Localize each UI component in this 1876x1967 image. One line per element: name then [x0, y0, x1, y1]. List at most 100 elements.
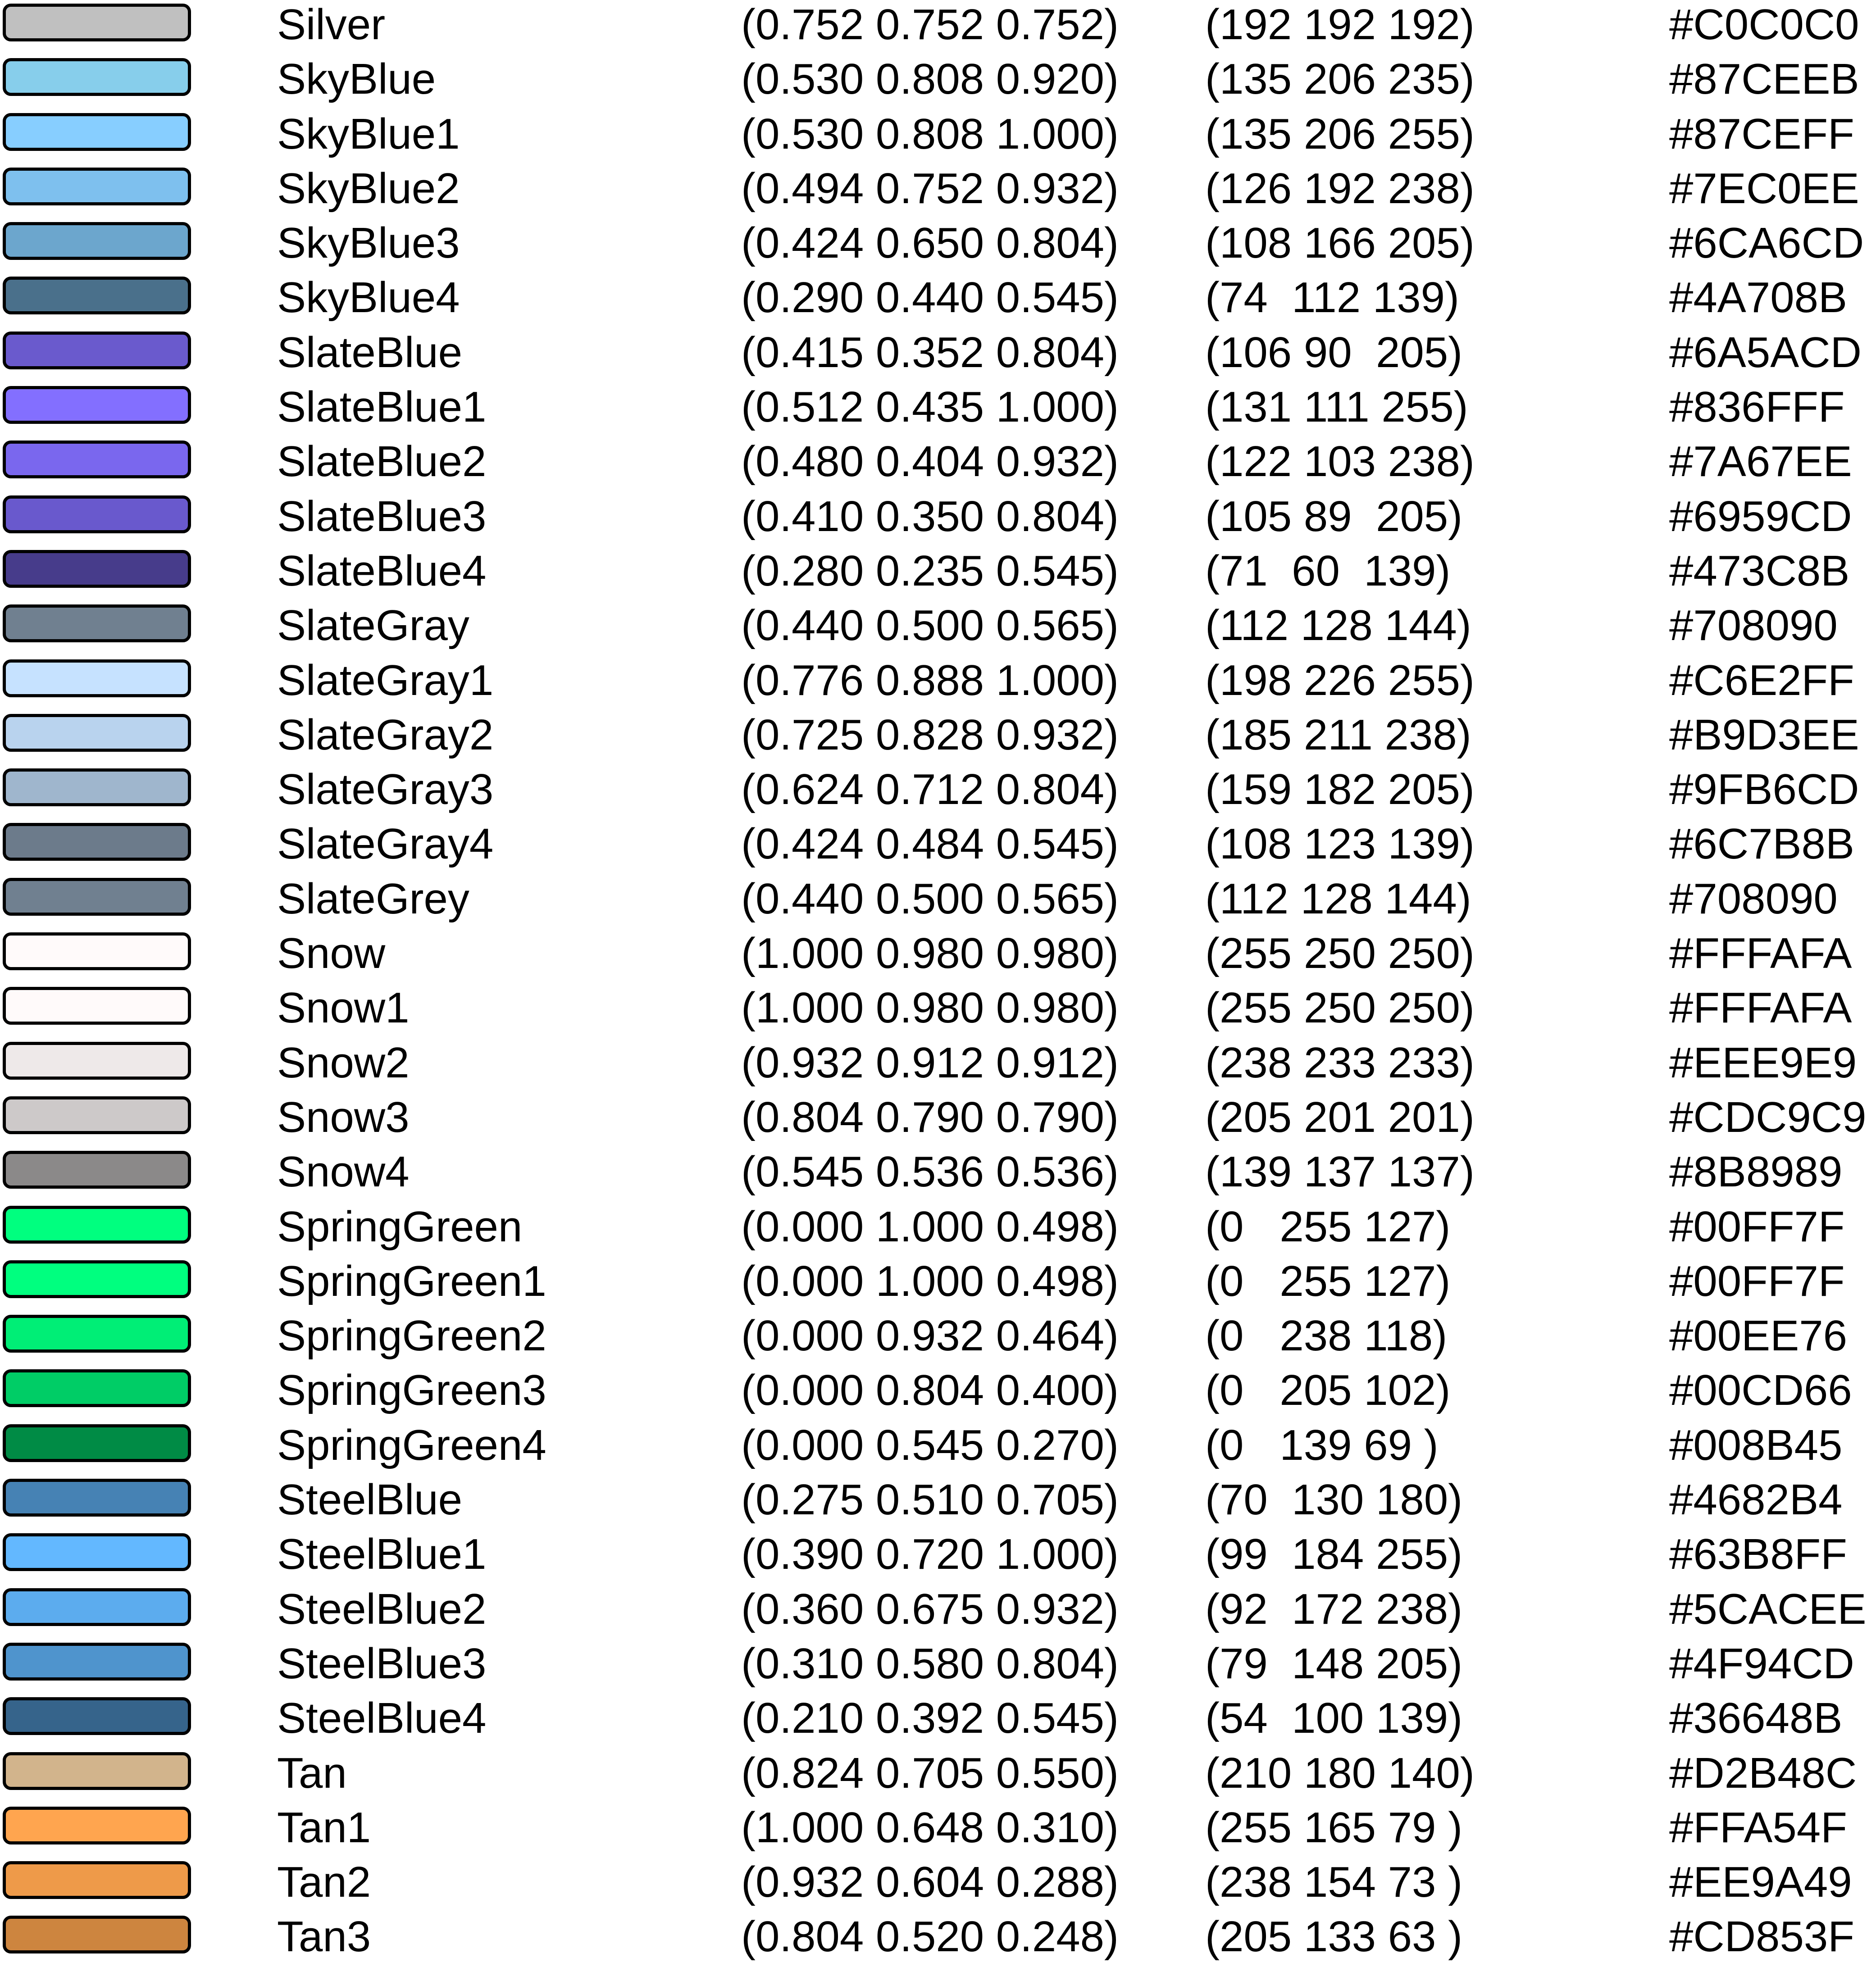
- color-row: SlateBlue2 (0.480 0.404 0.932) (122 103 23…: [0, 437, 1876, 491]
- color-hex-code: #836FFF: [1669, 383, 1845, 432]
- color-hex-code: #4682B4: [1669, 1476, 1843, 1524]
- color-row: SpringGreen3 (0.000 0.804 0.400) (0 205 10…: [0, 1366, 1876, 1420]
- color-row: Snow1 (1.000 0.980 0.980) (255 250 250) #FF…: [0, 983, 1876, 1038]
- color-swatch: [3, 441, 191, 479]
- color-hex-code: #C0C0C0: [1669, 0, 1859, 49]
- color-rgb-value: (255 250 250): [1205, 984, 1475, 1032]
- color-fraction-value: (0.725 0.828 0.932): [741, 710, 1119, 759]
- color-hex-code: #708090: [1669, 874, 1838, 923]
- color-row: SkyBlue3 (0.424 0.650 0.804) (108 166 205)…: [0, 218, 1876, 273]
- color-rgb-value: (255 250 250): [1205, 929, 1475, 978]
- color-rgb-value: (238 233 233): [1205, 1038, 1475, 1087]
- color-rgb-value: (126 192 238): [1205, 164, 1475, 213]
- color-fraction-value: (0.530 0.808 1.000): [741, 109, 1119, 158]
- color-hex-code: #C6E2FF: [1669, 656, 1854, 704]
- color-swatch: [3, 113, 191, 151]
- color-hex-code: #00EE76: [1669, 1312, 1848, 1360]
- color-hex-code: #CD853F: [1669, 1912, 1854, 1961]
- color-name: Snow2: [277, 1038, 410, 1087]
- color-fraction-value: (0.424 0.650 0.804): [741, 219, 1119, 268]
- color-rgb-value: (205 201 201): [1205, 1093, 1475, 1141]
- color-swatch: [3, 4, 191, 41]
- color-swatch: [3, 1642, 191, 1681]
- color-hex-code: #7EC0EE: [1669, 164, 1859, 213]
- color-row: Snow2 (0.932 0.912 0.912) (238 233 233) #EE…: [0, 1038, 1876, 1093]
- color-swatch: [3, 1533, 191, 1572]
- color-swatch: [3, 1806, 191, 1844]
- color-row: SlateBlue1 (0.512 0.435 1.000) (131 111 25…: [0, 382, 1876, 437]
- color-fraction-value: (0.480 0.404 0.932): [741, 437, 1119, 486]
- color-rgb-value: (92 172 238): [1205, 1585, 1463, 1633]
- color-rgb-value: (74 112 139): [1205, 273, 1459, 322]
- color-fraction-value: (0.280 0.235 0.545): [741, 546, 1119, 595]
- color-rgb-value: (238 154 73 ): [1205, 1858, 1463, 1907]
- color-name: SlateBlue4: [277, 546, 487, 595]
- color-fraction-value: (0.440 0.500 0.565): [741, 874, 1119, 923]
- color-swatch: [3, 1096, 191, 1134]
- color-swatch: [3, 768, 191, 807]
- color-row: SteelBlue (0.275 0.510 0.705) (70 130 180)…: [0, 1475, 1876, 1530]
- color-rgb-value: (112 128 144): [1205, 874, 1471, 923]
- color-rgb-value: (0 238 118): [1205, 1312, 1448, 1360]
- color-row: Tan2 (0.932 0.604 0.288) (238 154 73 ) #EE9…: [0, 1858, 1876, 1912]
- color-rgb-value: (108 166 205): [1205, 219, 1475, 268]
- color-name: SlateBlue2: [277, 437, 487, 486]
- color-hex-code: #FFFAFA: [1669, 929, 1852, 978]
- color-name: SkyBlue4: [277, 273, 460, 322]
- color-swatch: [3, 331, 191, 369]
- color-hex-code: #4F94CD: [1669, 1639, 1854, 1688]
- color-name: SlateGray: [277, 601, 469, 650]
- color-name: SlateGray4: [277, 820, 494, 868]
- color-name: SlateBlue: [277, 328, 462, 377]
- color-hex-code: #00FF7F: [1669, 1202, 1845, 1251]
- color-name: SlateBlue3: [277, 492, 487, 541]
- color-hex-code: #8B8989: [1669, 1148, 1843, 1196]
- color-fraction-value: (0.752 0.752 0.752): [741, 0, 1119, 49]
- color-rgb-value: (70 130 180): [1205, 1476, 1463, 1524]
- color-fraction-value: (0.275 0.510 0.705): [741, 1476, 1119, 1524]
- color-rgb-value: (159 182 205): [1205, 765, 1475, 814]
- color-swatch: [3, 495, 191, 533]
- color-name: Snow4: [277, 1148, 410, 1196]
- color-rgb-value: (0 139 69 ): [1205, 1421, 1439, 1469]
- color-hex-code: #EE9A49: [1669, 1858, 1852, 1907]
- color-fraction-value: (0.776 0.888 1.000): [741, 656, 1119, 704]
- color-rgb-value: (0 205 102): [1205, 1366, 1451, 1415]
- color-hex-code: #6CA6CD: [1669, 219, 1864, 268]
- color-rgb-value: (131 111 255): [1205, 383, 1468, 432]
- color-row: Snow3 (0.804 0.790 0.790) (205 201 201) #CD…: [0, 1093, 1876, 1147]
- color-name: SkyBlue2: [277, 164, 460, 213]
- color-rgb-value: (79 148 205): [1205, 1639, 1463, 1688]
- color-fraction-value: (1.000 0.648 0.310): [741, 1803, 1119, 1852]
- color-swatch: [3, 222, 191, 260]
- color-fraction-value: (0.310 0.580 0.804): [741, 1639, 1119, 1688]
- color-row: SteelBlue1 (0.390 0.720 1.000) (99 184 255…: [0, 1530, 1876, 1584]
- color-fraction-value: (0.415 0.352 0.804): [741, 328, 1119, 377]
- color-fraction-value: (1.000 0.980 0.980): [741, 984, 1119, 1032]
- color-name: SpringGreen3: [277, 1366, 546, 1415]
- color-name: Silver: [277, 0, 386, 49]
- color-swatch: [3, 1697, 191, 1735]
- color-swatch: [3, 877, 191, 916]
- color-row: SlateBlue (0.415 0.352 0.804) (106 90 205)…: [0, 328, 1876, 382]
- color-rgb-value: (71 60 139): [1205, 546, 1451, 595]
- color-name: Snow1: [277, 984, 410, 1032]
- color-swatch: [3, 1315, 191, 1353]
- color-hex-code: #9FB6CD: [1669, 765, 1859, 814]
- color-name: SpringGreen4: [277, 1421, 546, 1469]
- color-hex-code: #473C8B: [1669, 546, 1850, 595]
- color-fraction-value: (0.824 0.705 0.550): [741, 1749, 1119, 1797]
- color-name: SpringGreen2: [277, 1312, 546, 1360]
- color-fraction-value: (0.512 0.435 1.000): [741, 383, 1119, 432]
- color-name: Tan1: [277, 1803, 371, 1852]
- color-row: SlateBlue4 (0.280 0.235 0.545) (71 60 139)…: [0, 546, 1876, 601]
- color-name: Tan2: [277, 1858, 371, 1907]
- color-hex-code: #EEE9E9: [1669, 1038, 1857, 1087]
- color-fraction-value: (0.000 1.000 0.498): [741, 1257, 1119, 1305]
- color-name: SteelBlue2: [277, 1585, 487, 1633]
- color-swatch: [3, 1041, 191, 1080]
- color-swatch: [3, 604, 191, 643]
- color-swatch: [3, 1260, 191, 1298]
- color-fraction-value: (0.494 0.752 0.932): [741, 164, 1119, 213]
